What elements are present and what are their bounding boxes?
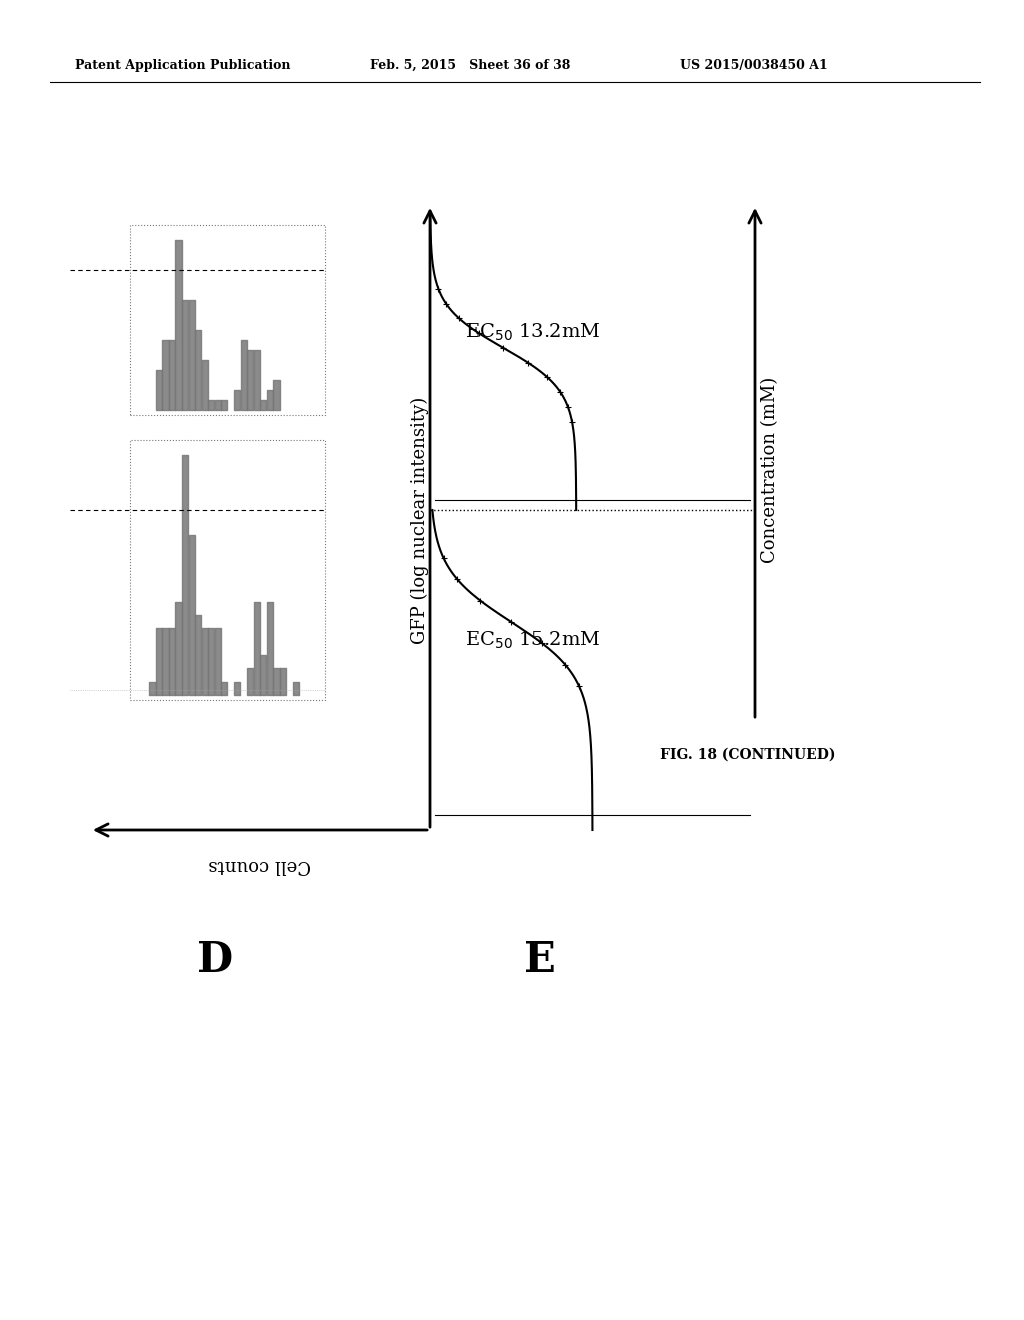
Text: US 2015/0038450 A1: US 2015/0038450 A1	[680, 58, 827, 71]
Bar	[130, 440, 325, 700]
Text: Feb. 5, 2015   Sheet 36 of 38: Feb. 5, 2015 Sheet 36 of 38	[370, 58, 570, 71]
Text: EC$_{50}$ 15.2mM: EC$_{50}$ 15.2mM	[465, 630, 601, 651]
Text: D: D	[197, 939, 233, 981]
Text: Cell counts: Cell counts	[209, 855, 311, 874]
Text: E: E	[524, 939, 556, 981]
Bar	[130, 224, 325, 414]
Text: EC$_{50}$ 13.2mM: EC$_{50}$ 13.2mM	[465, 322, 601, 343]
Text: FIG. 18 (CONTINUED): FIG. 18 (CONTINUED)	[660, 748, 836, 762]
Text: GFP (log nuclear intensity): GFP (log nuclear intensity)	[411, 396, 429, 644]
Text: Patent Application Publication: Patent Application Publication	[75, 58, 291, 71]
Text: Concentration (mM): Concentration (mM)	[761, 378, 779, 564]
